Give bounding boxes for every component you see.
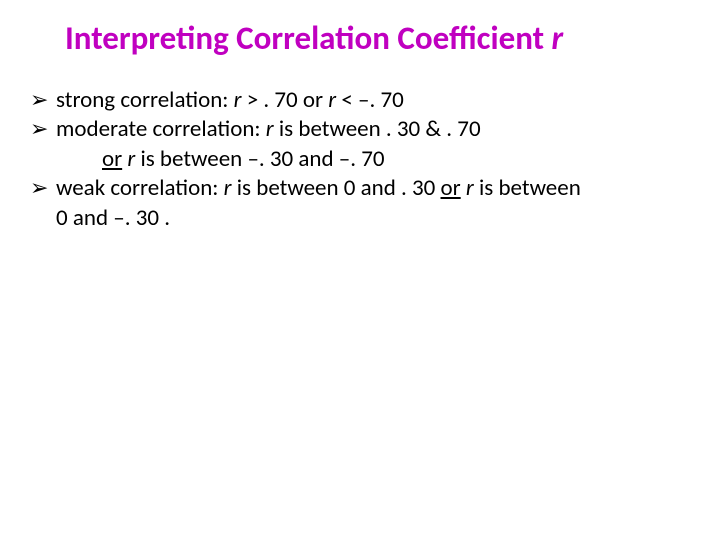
title-var: r xyxy=(552,18,564,58)
bullet-moderate-cont: or r is between –. 30 and –. 70 xyxy=(30,145,690,174)
bullet-strong: ➢ strong correlation: r > . 70 or r < –.… xyxy=(30,86,690,115)
bullet-text: weak correlation: r is between 0 and . 3… xyxy=(56,174,690,203)
bullet-text: strong correlation: r > . 70 or r < –. 7… xyxy=(56,86,690,115)
chevron-right-icon: ➢ xyxy=(30,86,56,114)
bullet-text: moderate correlation: r is between . 30 … xyxy=(56,115,690,144)
bullet-list: ➢ strong correlation: r > . 70 or r < –.… xyxy=(30,86,690,233)
chevron-right-icon: ➢ xyxy=(30,115,56,143)
bullet-weak: ➢ weak correlation: r is between 0 and .… xyxy=(30,174,690,203)
bullet-weak-cont: 0 and –. 30 . xyxy=(30,204,690,233)
title-text: Interpreting Correlation Coefficient xyxy=(65,18,552,58)
bullet-moderate: ➢ moderate correlation: r is between . 3… xyxy=(30,115,690,144)
chevron-right-icon: ➢ xyxy=(30,174,56,202)
slide-title: Interpreting Correlation Coefficient r xyxy=(65,18,690,58)
